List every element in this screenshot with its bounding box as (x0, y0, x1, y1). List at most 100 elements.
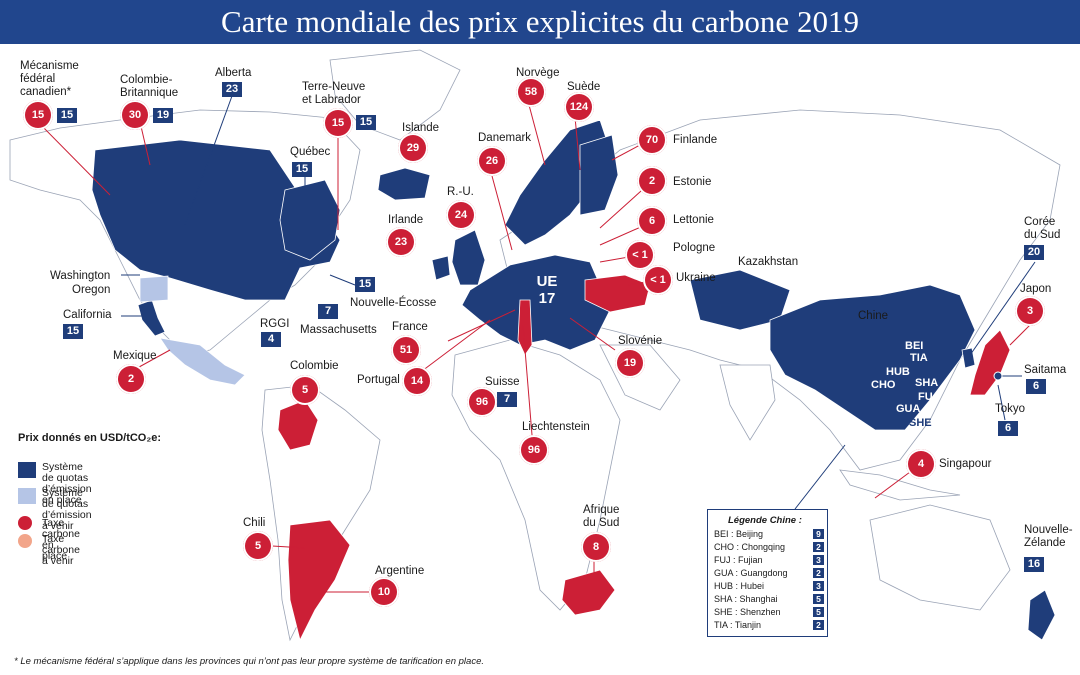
region-iceland (377, 167, 431, 201)
china-legend-value: 5 (813, 607, 824, 617)
tax-marker-ukraine: < 1 (643, 265, 673, 295)
label-danemark: Danemark (478, 132, 532, 144)
label-ru: R.-U. (447, 186, 474, 198)
tax-marker-colombie: 5 (290, 375, 320, 405)
china-legend-name: SHE : Shenzhen (714, 607, 781, 617)
label-japon: Japon (1020, 283, 1052, 295)
tax-marker-portugal: 14 (402, 366, 432, 396)
leader-liechtenstein (522, 324, 533, 436)
region-washington-oregon (139, 275, 169, 303)
legend-label-tax-planned: Taxe carbone à venir (42, 533, 80, 567)
region-finland (579, 134, 619, 216)
china-code-she: SHE (909, 417, 932, 429)
leader-cb (139, 121, 151, 166)
tax-marker-chili: 5 (243, 531, 273, 561)
label-portugal: Portugal (357, 374, 400, 386)
china-legend-value: 2 (813, 568, 824, 578)
leader-japon (1009, 324, 1031, 346)
label-coree: Corée du Sud (1024, 216, 1061, 241)
ets-leaders (121, 95, 1036, 510)
label-quebec: Québec (290, 146, 331, 158)
ets-box-quebec: 15 (292, 162, 312, 177)
label-mecanisme: Mécanisme fédéral canadien* (20, 60, 79, 98)
china-legend-value: 3 (813, 555, 824, 565)
china-legend-row: CHO : Chongqing 2 (714, 542, 824, 554)
tax-marker-danemark: 26 (477, 146, 507, 176)
tax-marker-afrique-sud: 8 (581, 532, 611, 562)
label-norvege: Norvège (516, 67, 560, 79)
label-rggi: RGGI (260, 318, 290, 330)
label-mexique: Mexique (113, 350, 157, 362)
china-legend-name: BEI : Beijing (714, 529, 764, 539)
label-singapour: Singapour (939, 458, 992, 470)
tax-marker-singapour: 4 (906, 449, 936, 479)
china-code-sha: SHA (915, 377, 939, 389)
ets-box-colombie-britannique: 19 (153, 108, 173, 123)
label-pologne: Pologne (673, 242, 716, 254)
tax-marker-suede: 124 (564, 92, 594, 122)
tax-marker-argentine: 10 (369, 577, 399, 607)
ets-box-suisse: 7 (497, 392, 517, 407)
china-legend-row: TIA : Tianjin 2 (714, 620, 824, 632)
china-code-fuj: FUJ (918, 391, 939, 403)
label-colombie: Colombie (290, 360, 339, 372)
ets-box-saitama: 6 (1026, 379, 1046, 394)
land-india (719, 364, 776, 441)
tax-marker-pologne: < 1 (625, 240, 655, 270)
tax-marker-france: 51 (391, 335, 421, 365)
legend-title: Prix donnés en USD/tCO₂e: (18, 432, 162, 444)
china-code-tia: TIA (910, 352, 928, 364)
label-lettonie: Lettonie (673, 214, 714, 226)
land-africa (451, 339, 621, 611)
region-quebec (279, 179, 341, 261)
china-legend-value: 5 (813, 594, 824, 604)
region-mexique (159, 337, 246, 386)
tax-marker-ru: 24 (446, 200, 476, 230)
label-suisse: Suisse (485, 376, 520, 388)
region-chili-argentine (287, 519, 351, 642)
china-legend-name: HUB : Hubei (714, 581, 765, 591)
china-code-bei: BEI (905, 340, 924, 352)
footnote: * Le mécanisme fédéral s’applique dans l… (14, 656, 484, 667)
legend: Prix donnés en USD/tCO₂e: Système de quo… (18, 432, 208, 567)
land-australia (869, 504, 1011, 611)
leader-china-legend (794, 444, 846, 510)
label-alberta: Alberta (215, 67, 252, 79)
leader-norvege (528, 104, 546, 166)
label-irlande: Irlande (388, 214, 424, 226)
label-finlande: Finlande (673, 134, 718, 146)
legend-label-ets: Système de quotas d’émission en place (42, 461, 92, 506)
china-legend-row: SHE : Shenzhen 5 (714, 607, 824, 619)
china-legend-name: GUA : Guangdong (714, 568, 788, 578)
china-code-gua: GUA (896, 403, 921, 415)
china-legend-title: Légende Chine : (728, 515, 802, 526)
label-estonie: Estonie (673, 176, 712, 188)
ets-box-tokyo: 6 (998, 421, 1018, 436)
ue-title: UE (536, 273, 558, 290)
label-afrique-sud: Afrique du Sud (583, 504, 620, 529)
ue-label: UE 17 (527, 273, 567, 307)
tax-marker-mexique: 2 (116, 364, 146, 394)
tax-marker-finlande: 70 (637, 125, 667, 155)
china-legend: Légende Chine : BEI : Beijing 9 CHO : Cho… (707, 509, 828, 637)
china-legend-value: 9 (813, 529, 824, 539)
region-slovenie-suisse-misc (517, 299, 533, 356)
tax-marker-terre-neuve: 15 (323, 108, 353, 138)
tax-marker-lettonie: 6 (637, 206, 667, 236)
china-code-hub: HUB (886, 366, 910, 378)
region-uk (451, 229, 486, 286)
china-legend-row: GUA : Guangdong 2 (714, 568, 824, 580)
label-washington: Washington (50, 270, 111, 282)
ets-regions (91, 119, 1056, 641)
label-oregon: Oregon (72, 284, 111, 296)
china-legend-row: HUB : Hubei 3 (714, 581, 824, 593)
china-legend-value: 2 (813, 620, 824, 630)
tax-marker-islande: 29 (398, 133, 428, 163)
china-legend-name: CHO : Chongqing (714, 542, 786, 552)
label-suede: Suède (567, 81, 601, 93)
china-legend-value: 3 (813, 581, 824, 591)
ets-box-coree: 20 (1024, 245, 1044, 260)
ue-value: 17 (538, 290, 556, 307)
ets-box-mecanisme: 15 (57, 108, 77, 123)
tax-regions (277, 274, 1011, 642)
